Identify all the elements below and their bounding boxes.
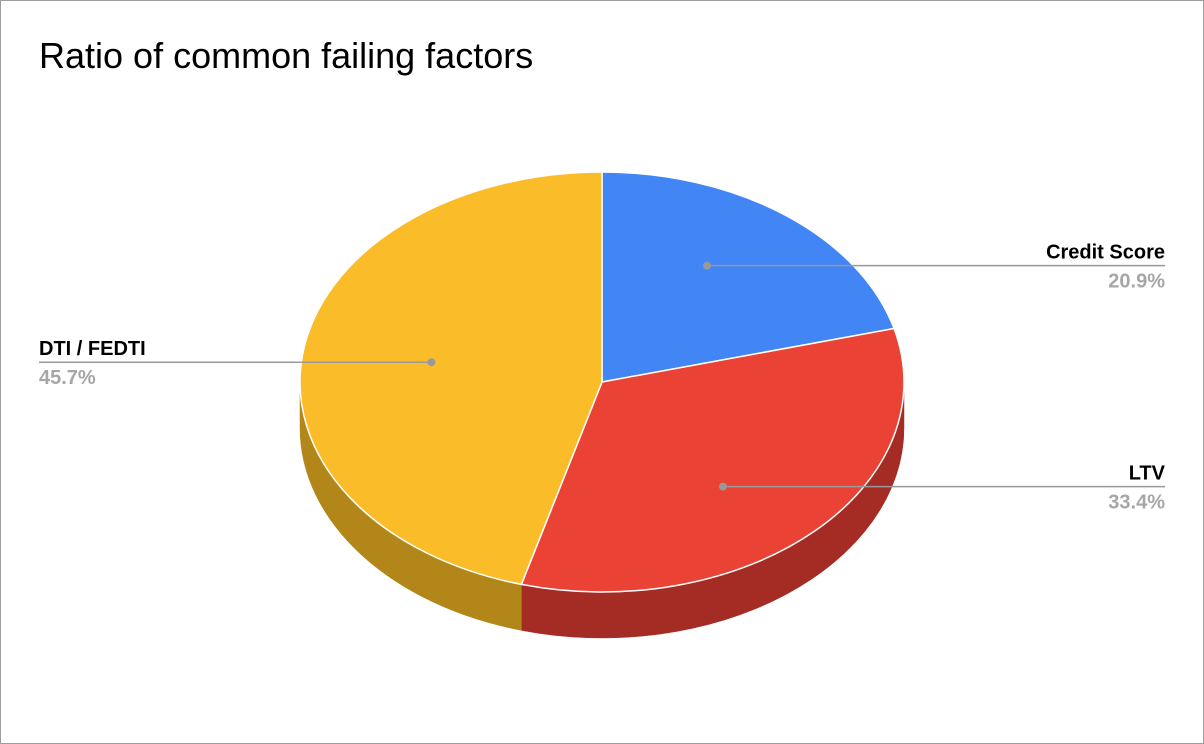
slice-label-credit-score: Credit Score: [1046, 242, 1165, 264]
slice-percent-dti-fedti: 45.7%: [39, 367, 96, 389]
slice-labels: Credit Score 20.9% LTV 33.4% DTI / FEDTI 45.7…: [39, 242, 1166, 514]
leader-dot-ltv: [718, 482, 727, 491]
slice-label-dti-fedti: DTI / FEDTI: [39, 338, 146, 360]
leader-dot-dti-fedti: [427, 358, 436, 367]
pie-slices: [299, 171, 905, 593]
slice-label-ltv: LTV: [1129, 463, 1166, 485]
slice-percent-credit-score: 20.9%: [1108, 271, 1165, 293]
pie-slice-dti-fedti[interactable]: [299, 171, 603, 586]
leader-dot-credit-score: [703, 261, 712, 270]
pie-slice-ltv[interactable]: [520, 327, 905, 593]
chart-title: Ratio of common failing factors: [39, 35, 534, 76]
pie-slice-credit-score[interactable]: [601, 171, 895, 383]
slice-percent-ltv: 33.4%: [1108, 492, 1165, 514]
